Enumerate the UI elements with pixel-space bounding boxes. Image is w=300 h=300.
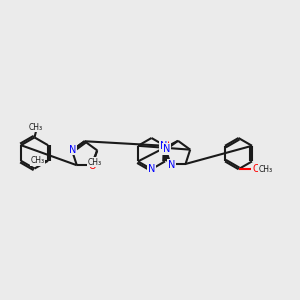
Text: CH₃: CH₃ <box>259 165 273 174</box>
Text: CH₃: CH₃ <box>30 156 45 165</box>
Text: O: O <box>162 140 170 150</box>
Text: N: N <box>168 160 175 170</box>
Text: CH₃: CH₃ <box>29 123 43 132</box>
Text: N: N <box>148 164 155 174</box>
Text: O: O <box>88 161 96 171</box>
Text: N: N <box>69 145 76 154</box>
Text: O: O <box>252 164 260 174</box>
Text: N: N <box>163 144 170 154</box>
Text: N: N <box>160 141 167 151</box>
Text: CH₃: CH₃ <box>87 158 101 166</box>
